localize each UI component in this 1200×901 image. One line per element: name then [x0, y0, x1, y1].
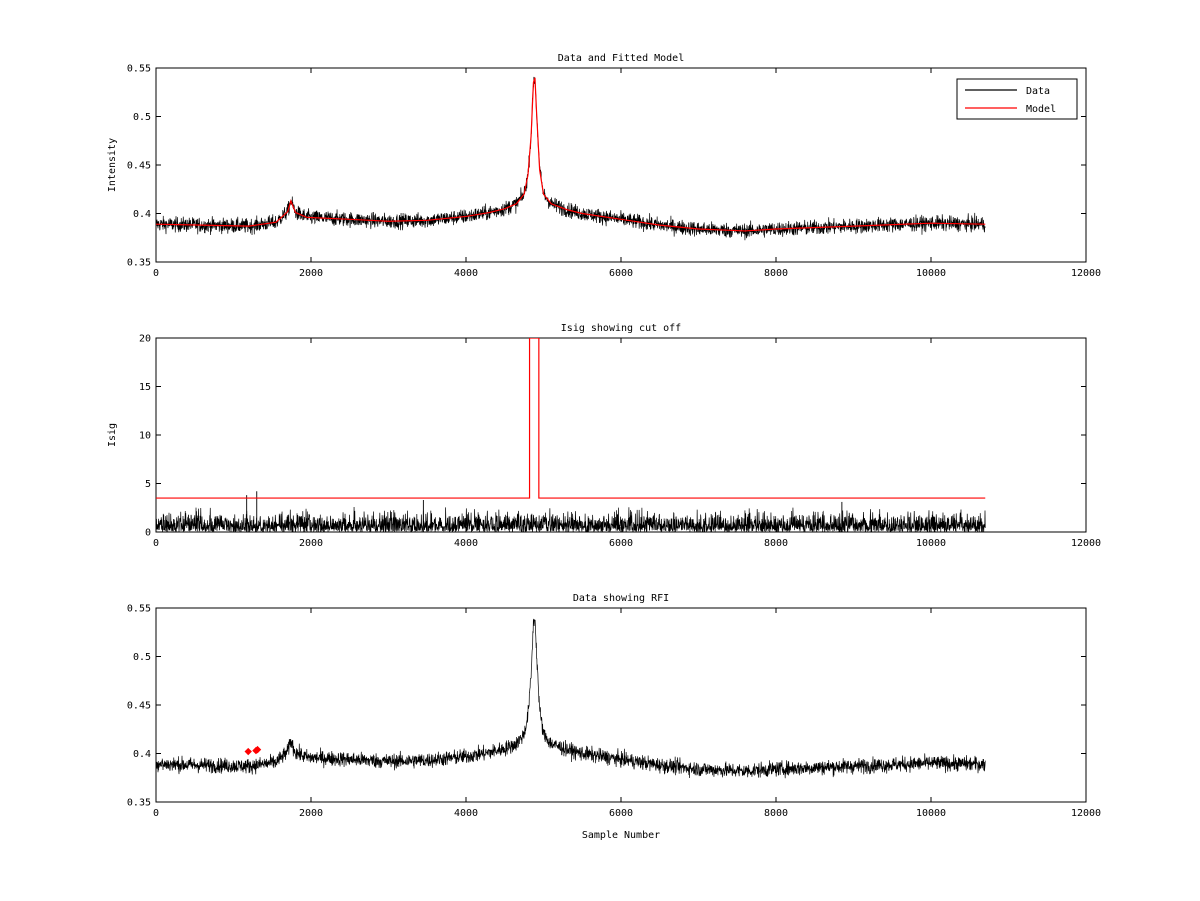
x-tick-label: 12000	[1071, 538, 1101, 549]
x-tick-label: 6000	[609, 268, 633, 279]
top-plot: 0 2000 4000 6000 8000 10000 12000 0.35 0.4 0.45 0.…	[107, 53, 1101, 279]
y-tick-label: 15	[139, 382, 151, 393]
legend: Data Model	[956, 78, 1078, 120]
x-tick-label: 2000	[299, 538, 323, 549]
y-tick-label: 0.35	[127, 798, 151, 809]
chart-title: Isig showing cut off	[561, 323, 681, 334]
plot-area	[155, 67, 1087, 263]
series-1	[244, 745, 262, 756]
chart-title: Data and Fitted Model	[558, 53, 684, 64]
y-tick-label: 10	[139, 431, 151, 442]
y-tick-label: 0.45	[127, 701, 151, 712]
x-tick-label: 2000	[299, 808, 323, 819]
y-tick-label: 0.4	[133, 749, 151, 760]
x-tick-label: 10000	[916, 808, 946, 819]
y-tick-label: 0	[145, 528, 151, 539]
x-tick-label: 0	[153, 808, 159, 819]
x-tick-label: 4000	[454, 538, 478, 549]
legend-label: Model	[1026, 104, 1056, 115]
x-tick-label: 12000	[1071, 808, 1101, 819]
series-1	[156, 338, 986, 499]
x-tick-label: 2000	[299, 268, 323, 279]
x-tick-label: 4000	[454, 808, 478, 819]
x-axis-label: Sample Number	[582, 830, 660, 841]
y-tick-label: 0.55	[127, 604, 151, 615]
x-tick-label: 8000	[764, 268, 788, 279]
cutoff-line	[156, 338, 986, 499]
isig-line	[156, 506, 986, 532]
y-axis-label: Isig	[107, 423, 118, 447]
y-tick-label: 0.5	[133, 652, 151, 663]
x-tick-label: 10000	[916, 268, 946, 279]
chart-title: Data showing RFI	[573, 593, 669, 604]
x-tick-label: 8000	[764, 808, 788, 819]
data-line	[156, 618, 986, 779]
x-tick-label: 6000	[609, 538, 633, 549]
series-0	[156, 618, 986, 779]
model-line	[156, 77, 986, 232]
y-tick-label: 0.45	[127, 161, 151, 172]
y-tick-label: 20	[139, 334, 151, 345]
rfi-marker	[253, 745, 262, 754]
rfi-marker	[244, 747, 252, 756]
x-tick-label: 12000	[1071, 268, 1101, 279]
x-tick-label: 8000	[764, 538, 788, 549]
middle-plot: 0 2000 4000 6000 8000 10000 12000 0 5 10 15 20 Isig …	[107, 323, 1101, 549]
x-tick-label: 4000	[454, 268, 478, 279]
y-axis-label: Intensity	[107, 138, 118, 192]
y-tick-label: 0.4	[133, 209, 151, 220]
plot-area	[155, 607, 1087, 803]
x-tick-label: 6000	[609, 808, 633, 819]
x-tick-label: 0	[153, 538, 159, 549]
y-tick-label: 5	[145, 479, 151, 490]
legend-label: Data	[1026, 86, 1050, 97]
plot-area	[155, 337, 1087, 533]
y-tick-label: 0.35	[127, 258, 151, 269]
bottom-plot: 0 2000 4000 6000 8000 10000 12000 0.35 0.4 0.45 0.…	[127, 593, 1101, 841]
x-tick-label: 0	[153, 268, 159, 279]
y-tick-label: 0.55	[127, 64, 151, 75]
series-1	[156, 77, 986, 232]
legend-box	[956, 78, 1078, 120]
x-tick-label: 10000	[916, 538, 946, 549]
y-tick-label: 0.5	[133, 112, 151, 123]
